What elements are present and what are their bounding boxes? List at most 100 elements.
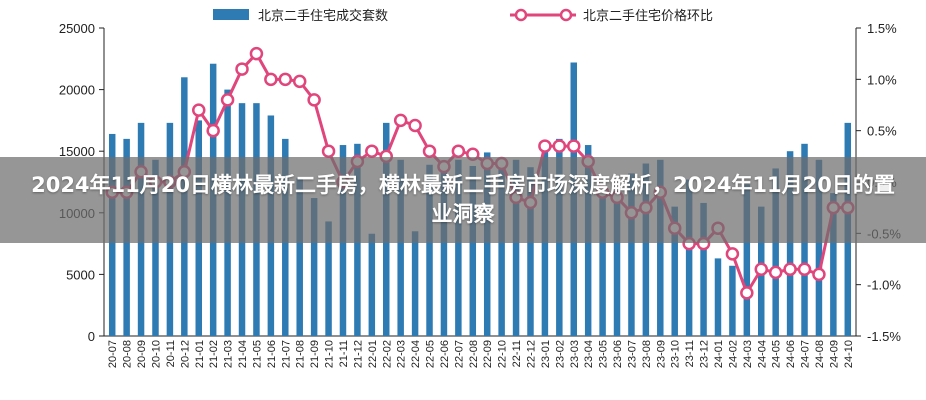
title-banner: 2024年11月20日横林最新二手房，横林最新二手房市场深度解析，2024年11…: [0, 157, 926, 243]
page-title: 2024年11月20日横林最新二手房，横林最新二手房市场深度解析，2024年11…: [31, 173, 895, 226]
x-tick-label: 22-12: [525, 340, 537, 368]
x-tick-label: 23-04: [583, 340, 595, 368]
x-tick-label: 20-08: [122, 340, 134, 368]
legend-line-marker-left: [514, 8, 528, 22]
bar: [455, 159, 462, 336]
bar: [642, 163, 650, 336]
x-tick-label: 22-05: [425, 340, 437, 368]
legend: 北京二手住宅成交套数 北京二手住宅价格环比: [213, 8, 713, 24]
legend-line-label: 北京二手住宅价格环比: [583, 8, 713, 24]
x-tick-label: 24-06: [785, 340, 797, 368]
x-tick-label: 22-09: [482, 340, 494, 368]
x-tick-label: 24-07: [800, 340, 812, 368]
x-tick-label: 21-03: [223, 340, 235, 368]
x-tick-label: 24-08: [814, 340, 826, 368]
line-point: [538, 139, 552, 153]
x-tick-label: 20-07: [107, 340, 119, 368]
x-tick-label: 23-10: [670, 340, 682, 368]
x-tick-label: 22-04: [410, 340, 422, 368]
x-tick-label: 21-04: [237, 340, 249, 368]
x-tick-label: 24-03: [742, 340, 754, 368]
x-tick-label: 23-05: [598, 340, 610, 368]
legend-bar-label: 北京二手住宅成交套数: [258, 8, 388, 24]
line-point: [552, 139, 567, 153]
legend-bar-swatch: [213, 9, 249, 20]
line-point: [192, 103, 206, 117]
line-point: [725, 247, 740, 261]
x-tick-label: 22-10: [497, 340, 509, 368]
bar: [498, 158, 505, 336]
x-tick-label: 23-08: [641, 340, 653, 368]
x-tick-label: 22-07: [453, 340, 465, 368]
x-tick-label: 22-06: [439, 340, 451, 368]
line-point: [235, 62, 249, 76]
bar: [512, 159, 520, 336]
y-right-tick-label: -1.0%: [867, 278, 901, 293]
y-right-tick-label: 1.5%: [867, 21, 897, 36]
line-point: [451, 144, 466, 158]
bar: [152, 159, 159, 336]
x-tick-label: 22-03: [396, 340, 408, 368]
x-tick-label: 23-07: [626, 340, 638, 368]
y-right-tick-label: 1.0%: [867, 72, 897, 87]
x-tick-label: 20-09: [136, 340, 148, 368]
bar: [483, 152, 491, 336]
line-point: [783, 262, 797, 277]
line-point: [292, 74, 307, 89]
y-left-tick-label: 0: [88, 329, 95, 344]
x-tick-label: 22-02: [381, 340, 393, 368]
bar: [628, 173, 635, 336]
x-tick-label: 20-10: [150, 340, 162, 368]
x-tick-label: 24-09: [828, 340, 840, 368]
legend-line-marker-right: [559, 8, 573, 22]
line-point: [393, 113, 408, 128]
line-point: [321, 144, 336, 158]
bar: [657, 159, 664, 336]
y-left-tick-label: 15000: [59, 144, 95, 159]
line-point: [408, 118, 422, 133]
x-tick-label: 21-09: [309, 340, 321, 368]
bar: [786, 151, 794, 336]
bar: [714, 258, 722, 336]
x-tick-label: 23-06: [612, 340, 624, 368]
x-tick-label: 21-02: [208, 340, 220, 368]
bar: [700, 202, 707, 336]
x-tick-label: 23-03: [569, 340, 581, 368]
bar: [830, 193, 837, 336]
bar: [397, 159, 404, 336]
bar: [772, 168, 779, 336]
bar: [815, 159, 823, 336]
x-tick-label: 24-04: [756, 340, 768, 368]
bar: [411, 231, 419, 336]
bar: [469, 165, 477, 336]
bar: [440, 164, 448, 336]
line-point: [567, 139, 581, 153]
x-tick-label: 23-09: [655, 340, 667, 368]
x-tick-label: 21-06: [266, 340, 278, 368]
bar: [541, 151, 549, 336]
bar: [527, 167, 534, 336]
bar: [296, 178, 303, 336]
x-tick-label: 21-11: [338, 340, 350, 367]
bar: [426, 164, 433, 336]
line-point: [797, 262, 812, 277]
x-tick-label: 20-12: [179, 340, 191, 368]
bar: [325, 221, 332, 336]
x-tick-label: 21-08: [295, 340, 307, 368]
x-tick-label: 24-10: [843, 340, 855, 368]
x-tick-label: 24-01: [713, 340, 725, 368]
x-tick-label: 21-07: [280, 340, 292, 368]
x-tick-label: 24-02: [727, 340, 739, 368]
line-point: [278, 72, 293, 87]
line-point: [206, 123, 220, 138]
y-left-tick-label: 5000: [66, 267, 95, 282]
y-left-tick-label: 25000: [59, 21, 95, 36]
line-point: [812, 267, 826, 282]
x-tick-label: 20-11: [165, 340, 177, 367]
x-tick-label: 21-12: [352, 340, 364, 368]
x-tick-label: 23-11: [684, 340, 696, 367]
line-point: [768, 265, 783, 280]
y-left-tick-label: 20000: [59, 83, 95, 98]
y-right-tick-label: 0.5%: [867, 124, 897, 139]
line-point: [754, 262, 768, 277]
